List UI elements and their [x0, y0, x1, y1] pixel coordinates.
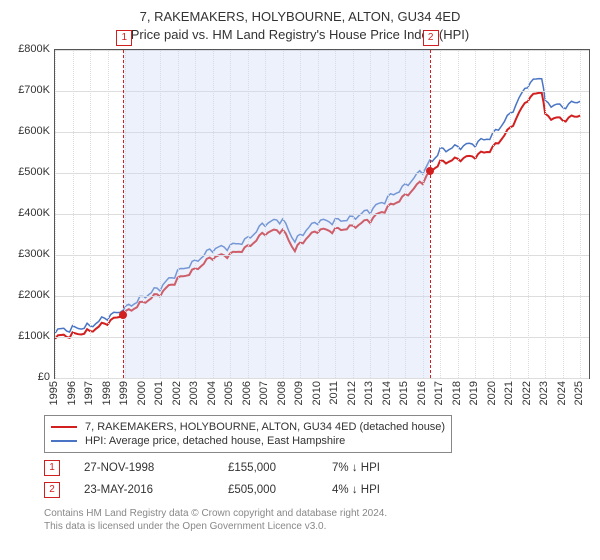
sale-point — [119, 311, 127, 319]
y-axis: £0£100K£200K£300K£400K£500K£600K£700K£80… — [8, 49, 54, 379]
x-tick-label: 2001 — [153, 381, 165, 405]
x-tick-label: 2020 — [486, 381, 498, 405]
x-tick-label: 1997 — [83, 381, 95, 405]
title-line-2: Price paid vs. HM Land Registry's House … — [8, 26, 592, 44]
x-tick-label: 2014 — [381, 381, 393, 405]
legend-swatch — [51, 426, 77, 428]
gridline-v — [458, 50, 459, 378]
footer-credits: Contains HM Land Registry data © Crown c… — [44, 507, 588, 533]
y-tick-label: £100K — [18, 330, 50, 342]
x-tick-label: 2018 — [451, 381, 463, 405]
gridline-v — [528, 50, 529, 378]
gridline-v — [545, 50, 546, 378]
x-tick-label: 2017 — [433, 381, 445, 405]
sale-row: 2 23-MAY-2016 £505,000 4% ↓ HPI — [44, 479, 588, 501]
y-tick-label: £800K — [18, 43, 50, 55]
x-tick-label: 2008 — [276, 381, 288, 405]
sale-point — [426, 167, 434, 175]
gridline-v — [475, 50, 476, 378]
sale-diff: 4% ↓ HPI — [332, 484, 422, 496]
title-line-1: 7, RAKEMAKERS, HOLYBOURNE, ALTON, GU34 4… — [8, 8, 592, 26]
x-tick-label: 2004 — [206, 381, 218, 405]
y-tick-label: £600K — [18, 125, 50, 137]
x-tick-label: 1995 — [48, 381, 60, 405]
x-tick-label: 2019 — [468, 381, 480, 405]
x-tick-label: 2024 — [556, 381, 568, 405]
x-axis: 1995199619971998199920002001200220032004… — [54, 379, 590, 409]
x-tick-label: 1996 — [66, 381, 78, 405]
x-tick-label: 2015 — [398, 381, 410, 405]
y-tick-label: £500K — [18, 166, 50, 178]
legend-swatch — [51, 440, 77, 442]
legend: 7, RAKEMAKERS, HOLYBOURNE, ALTON, GU34 4… — [44, 415, 452, 453]
gridline-v — [55, 50, 56, 378]
x-tick-label: 2002 — [171, 381, 183, 405]
sale-date: 27-NOV-1998 — [84, 462, 204, 474]
x-tick-label: 2013 — [363, 381, 375, 405]
gridline-v — [90, 50, 91, 378]
x-tick-label: 2016 — [416, 381, 428, 405]
gridline-v — [493, 50, 494, 378]
sale-marker-box: 1 — [44, 460, 60, 476]
sale-price: £505,000 — [228, 484, 308, 496]
x-tick-label: 2022 — [521, 381, 533, 405]
sale-marker: 2 — [423, 30, 439, 46]
legend-row: 7, RAKEMAKERS, HOLYBOURNE, ALTON, GU34 4… — [51, 420, 445, 434]
highlight-band — [123, 50, 429, 378]
x-tick-label: 2007 — [258, 381, 270, 405]
footer-line-1: Contains HM Land Registry data © Crown c… — [44, 507, 588, 520]
y-tick-label: £700K — [18, 84, 50, 96]
x-tick-label: 2025 — [573, 381, 585, 405]
y-tick-label: £300K — [18, 248, 50, 260]
sale-diff: 7% ↓ HPI — [332, 462, 422, 474]
chart-title: 7, RAKEMAKERS, HOLYBOURNE, ALTON, GU34 4… — [8, 8, 592, 43]
footer-line-2: This data is licensed under the Open Gov… — [44, 520, 588, 533]
x-tick-label: 2021 — [503, 381, 515, 405]
sale-vline — [123, 50, 124, 378]
sale-date: 23-MAY-2016 — [84, 484, 204, 496]
x-tick-label: 2005 — [223, 381, 235, 405]
legend-row: HPI: Average price, detached house, East… — [51, 434, 445, 448]
sales-table: 1 27-NOV-1998 £155,000 7% ↓ HPI 2 23-MAY-2016… — [44, 457, 588, 501]
x-tick-label: 2003 — [188, 381, 200, 405]
x-tick-label: 2006 — [241, 381, 253, 405]
plot-area: £0£100K£200K£300K£400K£500K£600K£700K£80… — [8, 49, 592, 409]
y-tick-label: £400K — [18, 207, 50, 219]
gridline-v — [510, 50, 511, 378]
gridline-v — [580, 50, 581, 378]
sale-price: £155,000 — [228, 462, 308, 474]
x-tick-label: 2011 — [328, 381, 340, 405]
x-tick-label: 2012 — [346, 381, 358, 405]
gridline-v — [108, 50, 109, 378]
gridline-v — [563, 50, 564, 378]
legend-label: HPI: Average price, detached house, East… — [85, 435, 345, 447]
sale-vline — [430, 50, 431, 378]
plot: 12 — [54, 49, 590, 379]
sale-row: 1 27-NOV-1998 £155,000 7% ↓ HPI — [44, 457, 588, 479]
x-tick-label: 2000 — [136, 381, 148, 405]
sale-marker: 1 — [116, 30, 132, 46]
x-tick-label: 2009 — [293, 381, 305, 405]
x-tick-label: 2023 — [538, 381, 550, 405]
gridline-v — [440, 50, 441, 378]
legend-label: 7, RAKEMAKERS, HOLYBOURNE, ALTON, GU34 4… — [85, 421, 445, 433]
x-tick-label: 1998 — [101, 381, 113, 405]
sale-marker-box: 2 — [44, 482, 60, 498]
x-tick-label: 2010 — [311, 381, 323, 405]
x-tick-label: 1999 — [118, 381, 130, 405]
y-tick-label: £200K — [18, 289, 50, 301]
gridline-v — [73, 50, 74, 378]
